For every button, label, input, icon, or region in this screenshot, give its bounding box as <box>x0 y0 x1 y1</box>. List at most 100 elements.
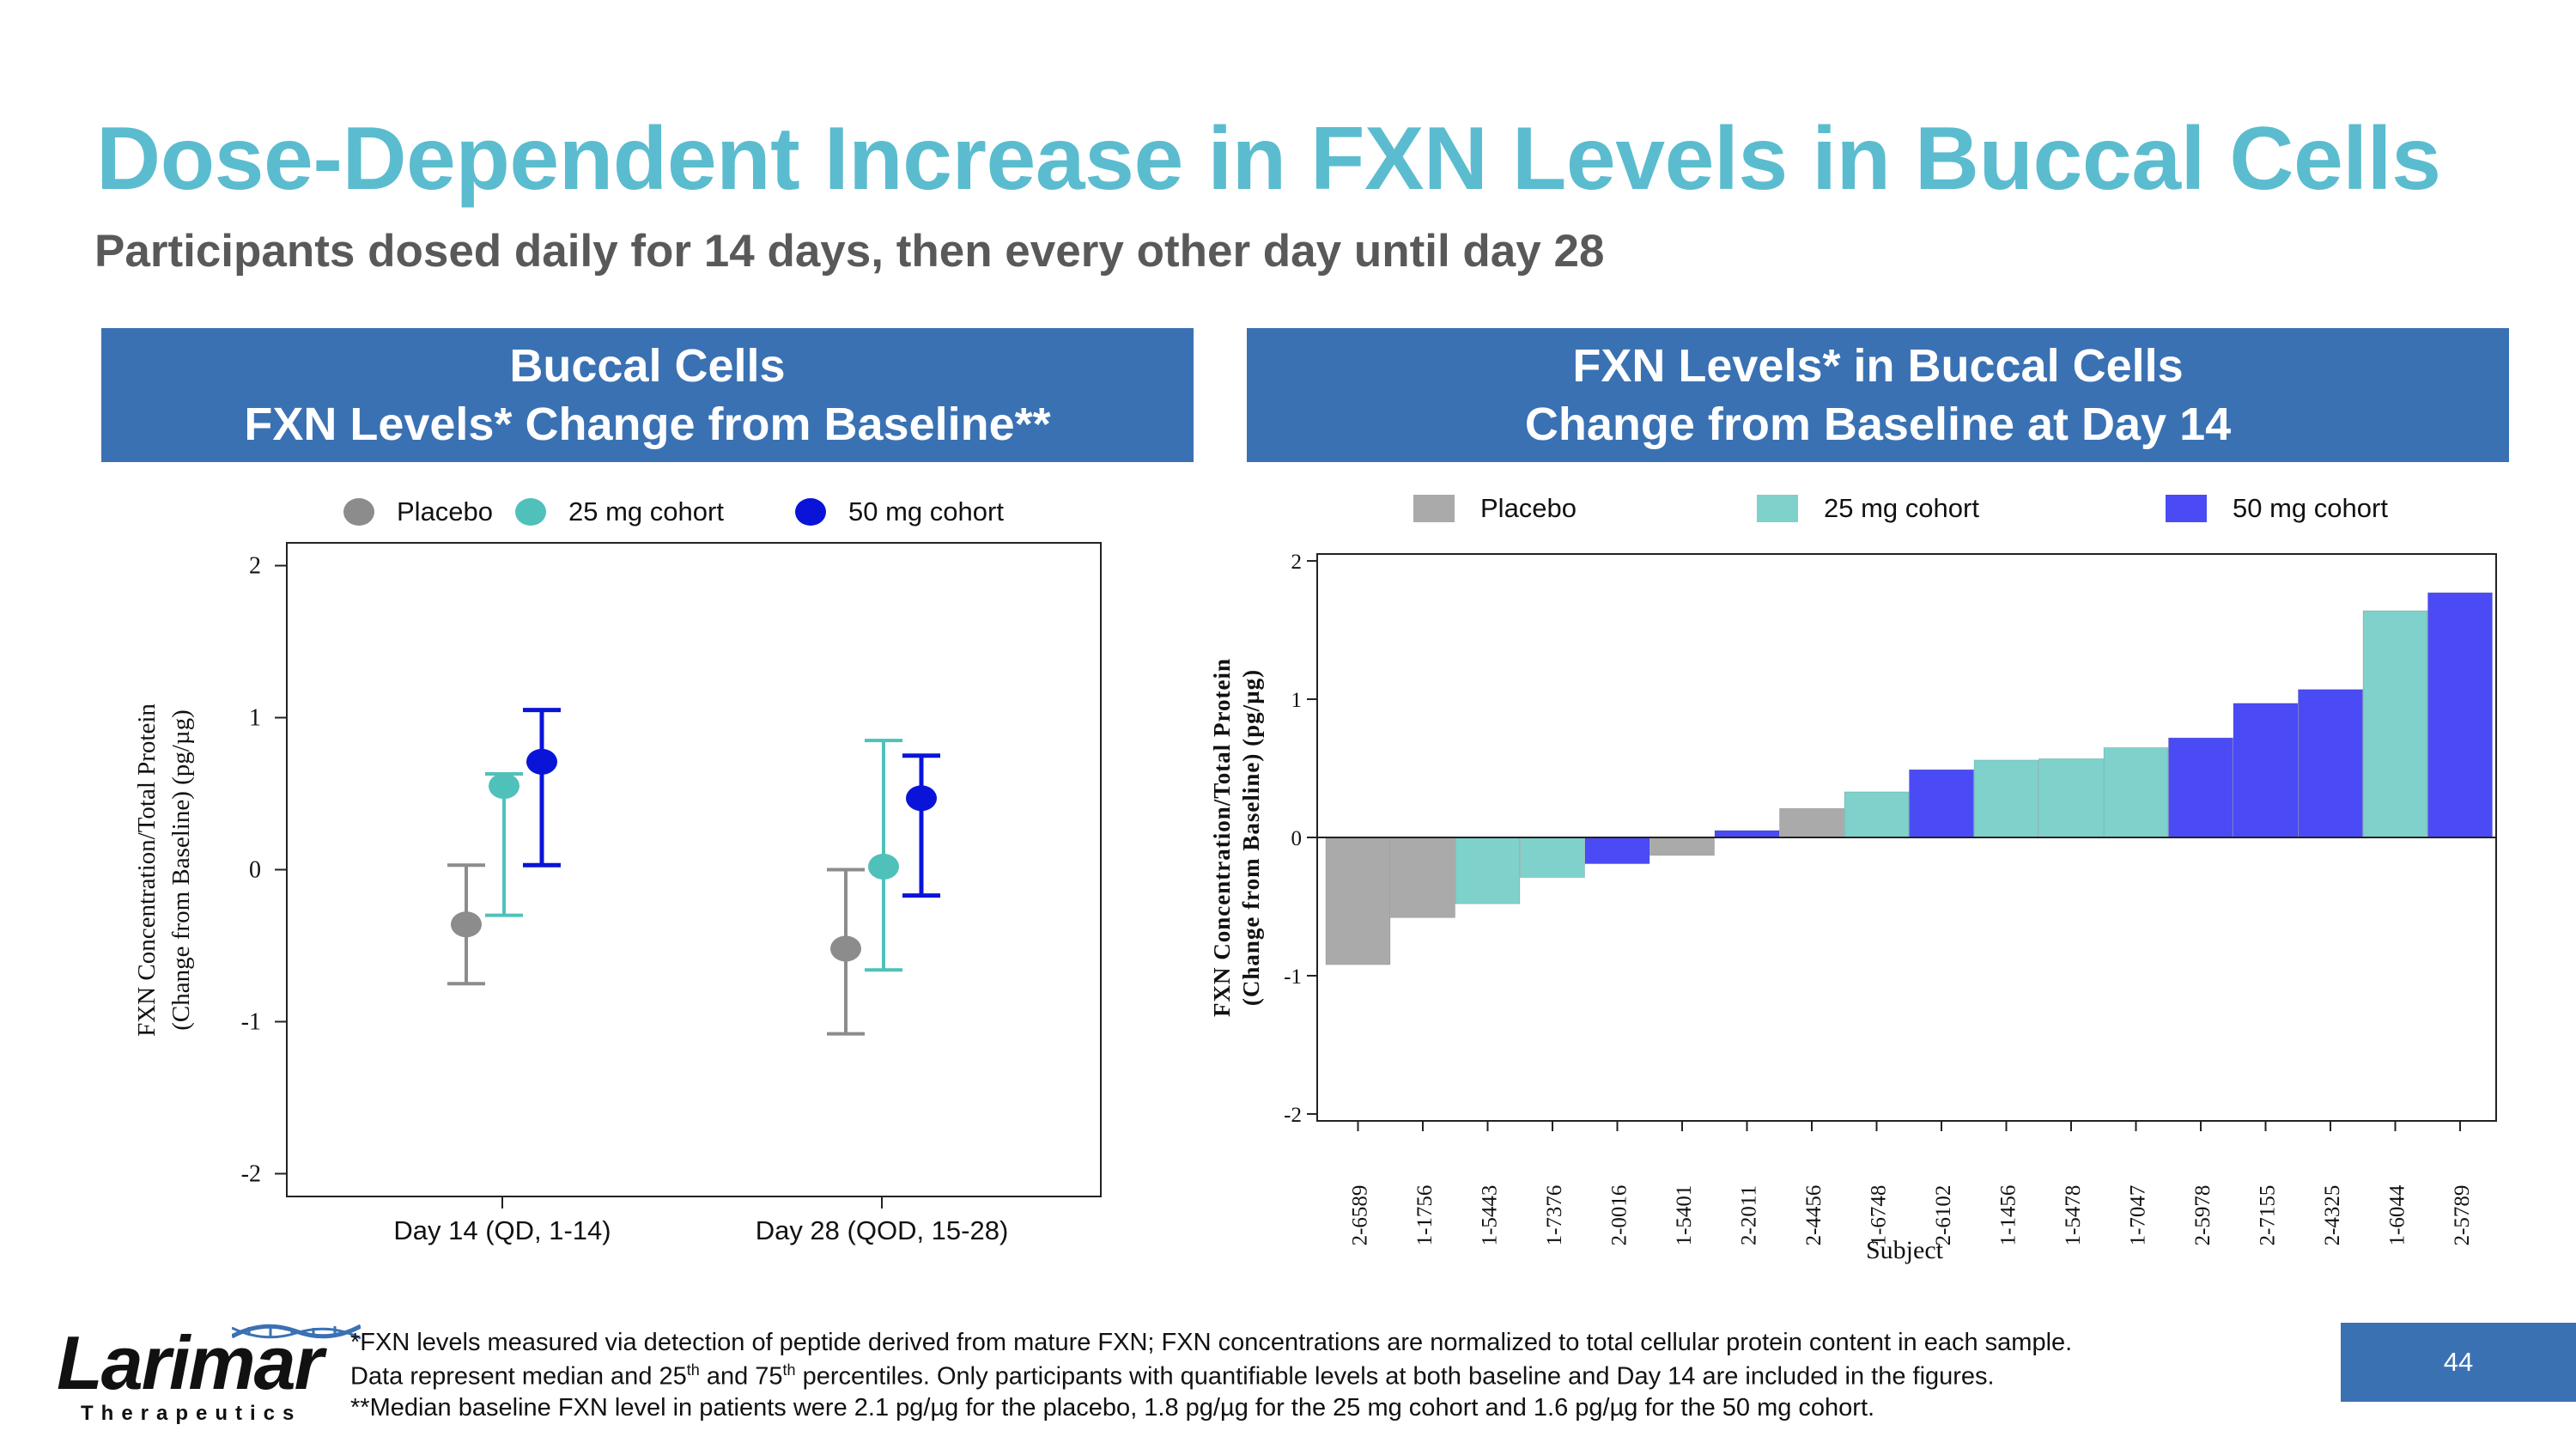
subject-bar <box>1584 837 1650 865</box>
charts-canvas: -2 -1 0 1 2 Day 14 (QD, 1-14) Day 28 (QOD, 15-… <box>133 542 2497 1264</box>
subject-bar <box>2362 610 2428 838</box>
logo-tagline: Therapeutics <box>81 1402 302 1425</box>
right-legend-placebo-label: Placebo <box>1480 493 1577 523</box>
subject-label-group: 2-4456 <box>1802 1185 1826 1246</box>
left-y-axis-title: FXN Concentration/Total Protein (Change f… <box>133 703 195 1037</box>
right-legend-placebo: Placebo <box>1413 493 1577 524</box>
subject-bar <box>1455 837 1521 904</box>
left-panel-header: Buccal Cells FXN Levels* Change from Bas… <box>101 328 1194 462</box>
right-x-axis-title: Subject <box>1866 1236 1944 1264</box>
subject-label: 2-7155 <box>2257 1185 2280 1246</box>
right-legend-50mg-label: 50 mg cohort <box>2233 493 2388 523</box>
logo-wordmark: Larimar <box>57 1320 324 1405</box>
left-y-tick-label: -1 <box>241 1008 261 1035</box>
subject-label: 2-0016 <box>1608 1185 1631 1246</box>
slide-subtitle: Participants dosed daily for 14 days, th… <box>94 226 1605 277</box>
subject-bar <box>2427 592 2493 838</box>
subject-bar <box>1779 807 1844 838</box>
subject-label: 2-6102 <box>1932 1185 1955 1246</box>
right-y-tick-label: -1 <box>1284 965 1302 989</box>
page-number-box: 44 <box>2341 1323 2576 1402</box>
left-ylabel-line1: FXN Concentration/Total Protein <box>133 703 161 1037</box>
footnote-line2-b: and 75 <box>699 1362 783 1391</box>
subject-label: 2-4325 <box>2321 1185 2344 1246</box>
subject-bar <box>2233 703 2299 838</box>
right-y-tick-label: 0 <box>1291 827 1303 850</box>
subject-label-group: 2-5978 <box>2191 1185 2215 1246</box>
subject-bar <box>1844 791 1910 838</box>
left-median-point <box>906 785 937 812</box>
subject-label-group: 1-5443 <box>1479 1185 1502 1246</box>
right-legend-25mg: 25 mg cohort <box>1757 493 1979 524</box>
footnote-line3: **Median baseline FXN level in patients … <box>350 1394 1875 1422</box>
subject-bar <box>1325 837 1391 965</box>
footnote-line2-a: Data represent median and 25 <box>350 1362 687 1391</box>
right-ylabel-line1: FXN Concentration/Total Protein <box>1209 658 1235 1017</box>
subject-label-group: 2-4325 <box>2321 1185 2344 1246</box>
footnote-line2-sup2: th <box>782 1361 796 1379</box>
right-panel-header: FXN Levels* in Buccal Cells Change from … <box>1247 328 2509 462</box>
subject-label: 2-2011 <box>1738 1185 1761 1245</box>
subject-bar <box>2168 737 2233 838</box>
subject-label: 1-7047 <box>2127 1185 2150 1246</box>
subject-label-group: 1-5401 <box>1673 1185 1696 1246</box>
right-y-tick-label: 1 <box>1291 689 1303 712</box>
subject-label: 1-6748 <box>1868 1185 1891 1246</box>
left-y-tick-label: 0 <box>249 857 261 884</box>
cohort25-marker-icon <box>515 498 546 526</box>
subject-label: 1-1756 <box>1413 1185 1437 1246</box>
left-median-point <box>489 773 519 800</box>
subject-label-group: 1-1756 <box>1413 1185 1437 1246</box>
subject-label-group: 1-7047 <box>2127 1185 2150 1246</box>
left-legend-25mg: 25 mg cohort <box>515 496 724 527</box>
footnote-line2-c: percentiles. Only participants with quan… <box>795 1362 1995 1391</box>
right-legend-25mg-label: 25 mg cohort <box>1824 493 1979 523</box>
cohort50-marker-icon <box>795 498 826 526</box>
larimar-logo: Larimar Therapeutics <box>53 1319 361 1426</box>
subject-bar <box>1714 830 1780 838</box>
left-median-point <box>868 853 899 880</box>
right-header-line2: Change from Baseline at Day 14 <box>1524 399 2232 450</box>
subject-bar <box>1909 769 1974 838</box>
subject-label-group: 2-7155 <box>2257 1185 2280 1246</box>
footnote-line1: *FXN levels measured via detection of pe… <box>350 1329 2073 1356</box>
left-y-tick-label: -2 <box>241 1160 261 1187</box>
placebo-marker-icon <box>343 498 374 526</box>
subject-bar <box>2103 746 2169 838</box>
left-legend-25mg-label: 25 mg cohort <box>568 496 724 527</box>
placebo-swatch-icon <box>1413 495 1455 522</box>
right-legend-50mg: 50 mg cohort <box>2166 493 2388 524</box>
right-ylabel-line2: (Change from Baseline) (pg/µg) <box>1238 669 1264 1006</box>
left-header-line2: FXN Levels* Change from Baseline** <box>244 399 1051 450</box>
left-median-point <box>451 911 482 938</box>
subject-label: 2-4456 <box>1802 1185 1826 1246</box>
subject-bar <box>1390 837 1455 918</box>
subject-bar <box>1520 837 1585 879</box>
subject-bar <box>2298 689 2363 838</box>
subject-label: 1-1456 <box>1997 1185 2020 1246</box>
right-y-tick-label: 2 <box>1291 551 1303 574</box>
subject-label-group: 1-6044 <box>2386 1184 2409 1245</box>
subject-label: 2-5978 <box>2191 1185 2215 1246</box>
left-median-point <box>830 935 861 962</box>
footnote-line2: Data represent median and 25th and 75th … <box>350 1361 1995 1391</box>
dna-helix-icon <box>232 1324 361 1340</box>
cohort50-swatch-icon <box>2166 495 2207 522</box>
page-number: 44 <box>2443 1347 2474 1377</box>
subject-label-group: 1-7376 <box>1543 1185 1566 1246</box>
subject-label: 2-5789 <box>2451 1185 2474 1246</box>
left-header-line1: Buccal Cells <box>509 340 786 392</box>
cohort25-swatch-icon <box>1757 495 1798 522</box>
subject-label: 1-6044 <box>2386 1184 2409 1245</box>
subject-label-group: 1-1456 <box>1997 1185 2020 1246</box>
subject-label: 1-5443 <box>1479 1185 1502 1246</box>
subject-label-group: 2-0016 <box>1608 1185 1631 1246</box>
subject-label-group: 2-6102 <box>1932 1185 1955 1246</box>
left-x-tick-label: Day 14 (QD, 1-14) <box>393 1215 611 1245</box>
right-y-tick-label: -2 <box>1284 1104 1302 1127</box>
right-y-axis-title: FXN Concentration/Total Protein (Change f… <box>1209 658 1264 1017</box>
left-legend-50mg: 50 mg cohort <box>795 496 1004 527</box>
subject-label: 2-6589 <box>1349 1185 1372 1246</box>
left-legend-placebo: Placebo <box>343 496 493 527</box>
subject-label: 1-5478 <box>2062 1185 2085 1246</box>
